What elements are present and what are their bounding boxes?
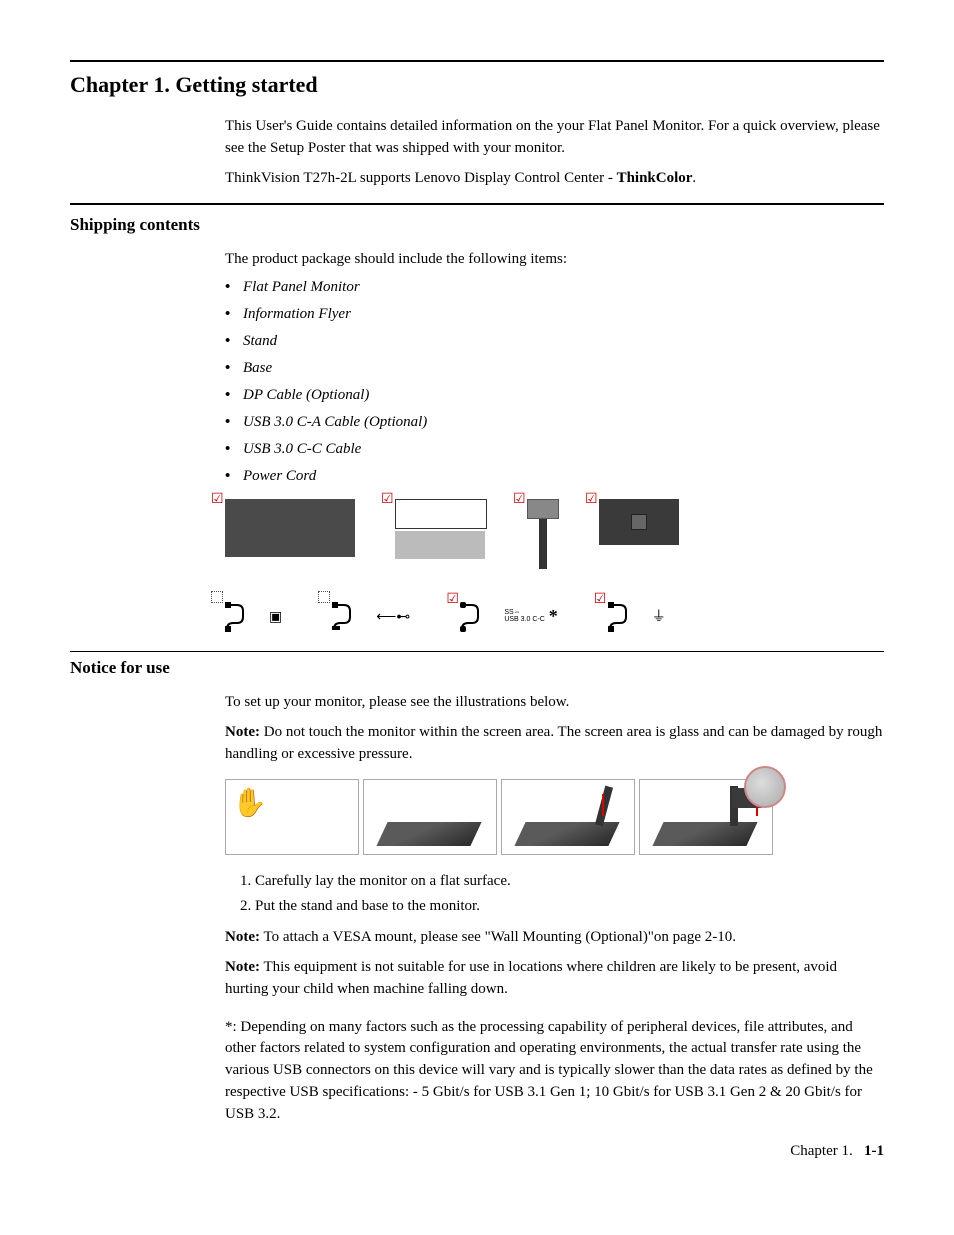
setup-illustration-row: ✋ — [225, 779, 884, 855]
package-row-2: ▣ ⟵⊷ SS⇔ USB 3.0 C-C * ⏚ — [225, 599, 884, 633]
setup-step-text: Carefully lay the monitor on a flat surf… — [255, 873, 884, 890]
package-row-1 — [225, 499, 884, 569]
pkg-stand — [527, 499, 559, 569]
pkg-monitor — [225, 499, 355, 557]
dp-icon: ▣ — [269, 608, 282, 625]
footer-chapter: Chapter 1. — [790, 1143, 852, 1159]
note-text: This equipment is not suitable for use i… — [225, 959, 837, 997]
chapter-title: Chapter 1. Getting started — [70, 72, 884, 98]
setup-steps-list: Carefully lay the monitor on a flat surf… — [225, 873, 884, 915]
pkg-usb-cc-cable: SS⇔ USB 3.0 C-C * — [460, 599, 557, 633]
check-icon — [381, 491, 394, 508]
check-icon — [585, 491, 598, 508]
shipping-item: Information Flyer — [243, 306, 884, 323]
shipping-item: USB 3.0 C-C Cable — [243, 441, 884, 458]
pkg-dp-cable: ▣ — [225, 599, 282, 633]
intro-p2-c: . — [692, 170, 696, 186]
check-icon — [211, 491, 224, 508]
asterisk-note: *: Depending on many factors such as the… — [225, 1017, 884, 1126]
shipping-lead: The product package should include the f… — [225, 249, 884, 271]
shipping-item: DP Cable (Optional) — [243, 387, 884, 404]
notice-p1: To set up your monitor, please see the i… — [225, 692, 884, 714]
notice-heading: Notice for use — [70, 658, 884, 678]
notice-note-2: Note: To attach a VESA mount, please see… — [225, 927, 884, 949]
check-icon — [513, 491, 526, 508]
setup-step-1: ✋ — [225, 779, 359, 855]
notice-rule — [70, 651, 884, 652]
shipping-item: Base — [243, 360, 884, 377]
shipping-rule — [70, 203, 884, 205]
asterisk-icon: * — [549, 606, 558, 627]
hand-icon: ✋ — [232, 786, 267, 820]
pkg-base — [599, 499, 679, 545]
pkg-power-cord: ⏚ — [608, 599, 666, 633]
intro-block: This User's Guide contains detailed info… — [225, 116, 884, 189]
plug-icon: ⏚ — [652, 606, 666, 626]
shipping-item: Power Cord — [243, 468, 884, 485]
intro-paragraph-1: This User's Guide contains detailed info… — [225, 116, 884, 160]
check-icon — [446, 591, 459, 608]
usb-cc-label: SS⇔ USB 3.0 C-C — [504, 609, 544, 623]
usb-icon: ⟵⊷ — [376, 608, 410, 625]
note-text: Do not touch the monitor within the scre… — [225, 724, 882, 762]
footer-page-number: 1-1 — [864, 1143, 884, 1159]
setup-step-text: Put the stand and base to the monitor. — [255, 898, 884, 915]
top-rule — [70, 60, 884, 62]
shipping-item: Flat Panel Monitor — [243, 279, 884, 296]
shipping-item: Stand — [243, 333, 884, 350]
note-text: To attach a VESA mount, please see "Wall… — [260, 929, 736, 945]
pkg-usb-ca-cable: ⟵⊷ — [332, 599, 410, 633]
optional-box-icon — [211, 591, 223, 603]
intro-p2-thinkcolor: ThinkColor — [617, 170, 693, 186]
check-icon — [594, 591, 607, 608]
setup-step-3 — [501, 779, 635, 855]
setup-step-4 — [639, 779, 773, 855]
page-footer: Chapter 1. 1-1 — [70, 1143, 884, 1160]
notice-note-3: Note: This equipment is not suitable for… — [225, 957, 884, 1001]
note-label: Note: — [225, 724, 260, 740]
shipping-block: The product package should include the f… — [225, 249, 884, 633]
optional-box-icon — [318, 591, 330, 603]
notice-block: To set up your monitor, please see the i… — [225, 692, 884, 1125]
shipping-heading: Shipping contents — [70, 215, 884, 235]
intro-paragraph-2: ThinkVision T27h-2L supports Lenovo Disp… — [225, 168, 884, 190]
shipping-list: Flat Panel Monitor Information Flyer Sta… — [225, 279, 884, 485]
shipping-item: USB 3.0 C-A Cable (Optional) — [243, 414, 884, 431]
pkg-flyer — [395, 499, 487, 559]
note-label: Note: — [225, 959, 260, 975]
setup-step-2 — [363, 779, 497, 855]
rotate-dial-icon — [744, 766, 786, 808]
note-label: Note: — [225, 929, 260, 945]
intro-p2-a: ThinkVision T27h-2L supports Lenovo Disp… — [225, 170, 617, 186]
notice-note-1: Note: Do not touch the monitor within th… — [225, 722, 884, 766]
